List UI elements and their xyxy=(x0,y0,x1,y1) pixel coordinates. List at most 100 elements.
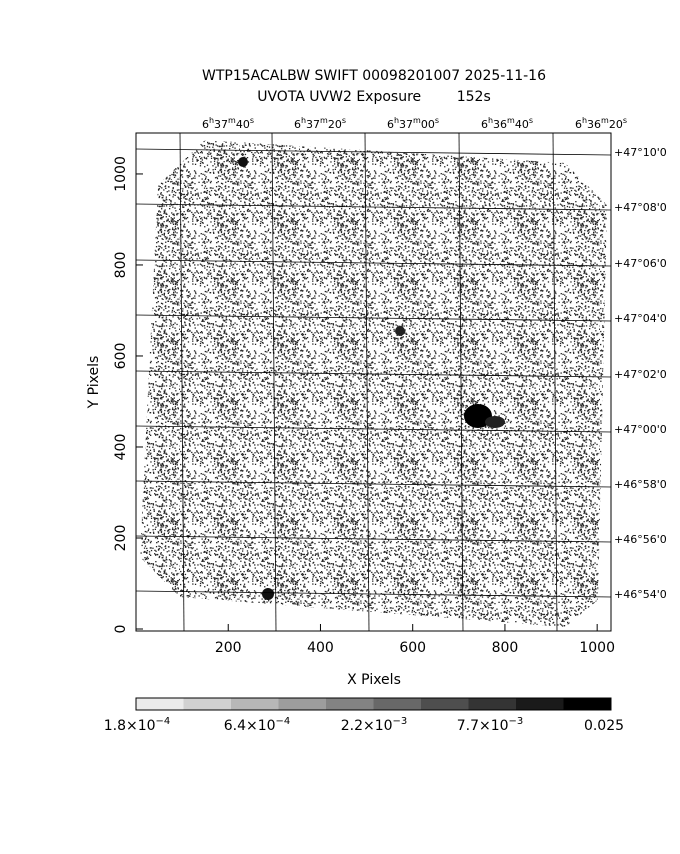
title: WTP15ACALBW SWIFT 00098201007 2025-11-16 xyxy=(202,68,546,84)
label-part: −3 xyxy=(393,716,408,727)
ra-grid-line xyxy=(364,132,370,632)
label-part: 20 xyxy=(328,118,342,131)
label-part: 37 xyxy=(306,118,320,131)
label-part: 36 xyxy=(493,118,507,131)
y-tick-label: 400 xyxy=(113,434,129,461)
label-part: m xyxy=(320,116,328,125)
wcs-grid xyxy=(135,132,612,632)
label-part: s xyxy=(342,116,346,125)
label-part: −4 xyxy=(156,716,171,727)
colorbar-step xyxy=(278,698,327,710)
colorbar-step xyxy=(183,698,232,710)
dec-grid-line xyxy=(135,314,612,322)
plot-frame xyxy=(135,132,612,632)
label-part: 37 xyxy=(214,118,228,131)
dec-label: +47°00'0 xyxy=(614,423,667,436)
ra-label: 6h37m40s xyxy=(202,116,254,131)
x-axis-label: X Pixels xyxy=(347,672,401,688)
x-tick-label: 600 xyxy=(399,640,426,656)
colorbar-step xyxy=(231,698,279,710)
colorbar-label: 7.7×10−3 xyxy=(457,716,524,734)
label-part: 20 xyxy=(609,118,623,131)
dec-grid-line xyxy=(135,203,612,211)
dec-grid-line xyxy=(135,535,612,543)
label-part: 6 xyxy=(294,118,301,131)
ra-label: 6h37m00s xyxy=(387,116,439,131)
label-part: 6.4×10 xyxy=(224,718,276,734)
label-part: 1.8×10 xyxy=(104,718,156,734)
ra-grid-line xyxy=(271,132,277,632)
subtitle: UVOTA UVW2 Exposure 152s xyxy=(257,89,491,105)
ra-label: 6h36m20s xyxy=(575,116,627,131)
dec-label: +47°10'0 xyxy=(614,146,667,159)
colorbar-frame xyxy=(135,697,612,711)
y-tick-label: 0 xyxy=(113,625,129,634)
label-part: 6 xyxy=(575,118,582,131)
label-part: s xyxy=(623,116,627,125)
dec-grid-line xyxy=(135,480,612,488)
y-tick-label: 200 xyxy=(113,525,129,552)
label-part: h xyxy=(582,116,587,125)
ra-grid-line xyxy=(552,132,558,632)
ra-grid-line xyxy=(458,132,464,632)
label-part: 40 xyxy=(236,118,250,131)
label-part: s xyxy=(250,116,254,125)
label-part: h xyxy=(209,116,214,125)
x-tick-label: 400 xyxy=(307,640,334,656)
colorbar-step xyxy=(563,698,612,710)
label-part: s xyxy=(529,116,533,125)
label-part: m xyxy=(601,116,609,125)
label-part: 6 xyxy=(202,118,209,131)
label-part: h xyxy=(394,116,399,125)
dec-label: +46°54'0 xyxy=(614,588,667,601)
label-part: 37 xyxy=(399,118,413,131)
ra-label: 6h36m40s xyxy=(481,116,533,131)
ra-grid-line xyxy=(179,132,185,632)
dec-grid-line xyxy=(135,259,612,267)
label-part: 00 xyxy=(421,118,435,131)
dec-label: +47°08'0 xyxy=(614,201,667,214)
colorbar-label: 1.8×10−4 xyxy=(104,716,171,734)
y-tick-label: 800 xyxy=(113,252,129,279)
label-part: −3 xyxy=(509,716,524,727)
label-part: 7.7×10 xyxy=(457,718,509,734)
label-part: m xyxy=(228,116,236,125)
colorbar-step xyxy=(516,698,564,710)
colorbar-step xyxy=(468,698,517,710)
label-part: 36 xyxy=(587,118,601,131)
colorbar-label: 0.025 xyxy=(584,718,624,734)
label-part: 6 xyxy=(481,118,488,131)
x-tick-label: 1000 xyxy=(579,640,615,656)
colorbar-step xyxy=(421,698,469,710)
label-part: m xyxy=(507,116,515,125)
label-part: s xyxy=(435,116,439,125)
label-part: 0.025 xyxy=(584,718,624,734)
dec-label: +47°06'0 xyxy=(614,257,667,270)
colorbar: 1.8×10−4 6.4×10−4 2.2×10−3 7.7×10−3 0.025 xyxy=(104,697,624,734)
label-part: −4 xyxy=(276,716,291,727)
label-part: h xyxy=(488,116,493,125)
dec-label: +46°58'0 xyxy=(614,478,667,491)
dec-label: +46°56'0 xyxy=(614,533,667,546)
colorbar-step xyxy=(136,698,184,710)
colorbar-label: 2.2×10−3 xyxy=(341,716,408,734)
exposure-image xyxy=(140,140,607,627)
dec-grid-line xyxy=(135,370,612,378)
x-tick-label: 800 xyxy=(492,640,519,656)
y-axis-label: Y Pixels xyxy=(86,356,102,410)
dec-grid-line xyxy=(135,590,612,598)
colorbar-label: 6.4×10−4 xyxy=(224,716,291,734)
label-part: 2.2×10 xyxy=(341,718,393,734)
label-part: 6 xyxy=(387,118,394,131)
ra-label: 6h37m20s xyxy=(294,116,346,131)
label-part: 40 xyxy=(515,118,529,131)
dec-label: +47°02'0 xyxy=(614,368,667,381)
dec-label: +47°04'0 xyxy=(614,312,667,325)
label-part: m xyxy=(413,116,421,125)
colorbar-step xyxy=(373,698,422,710)
colorbar-step xyxy=(326,698,374,710)
label-part: h xyxy=(301,116,306,125)
dec-grid-line xyxy=(135,425,612,433)
x-tick-label: 200 xyxy=(215,640,242,656)
